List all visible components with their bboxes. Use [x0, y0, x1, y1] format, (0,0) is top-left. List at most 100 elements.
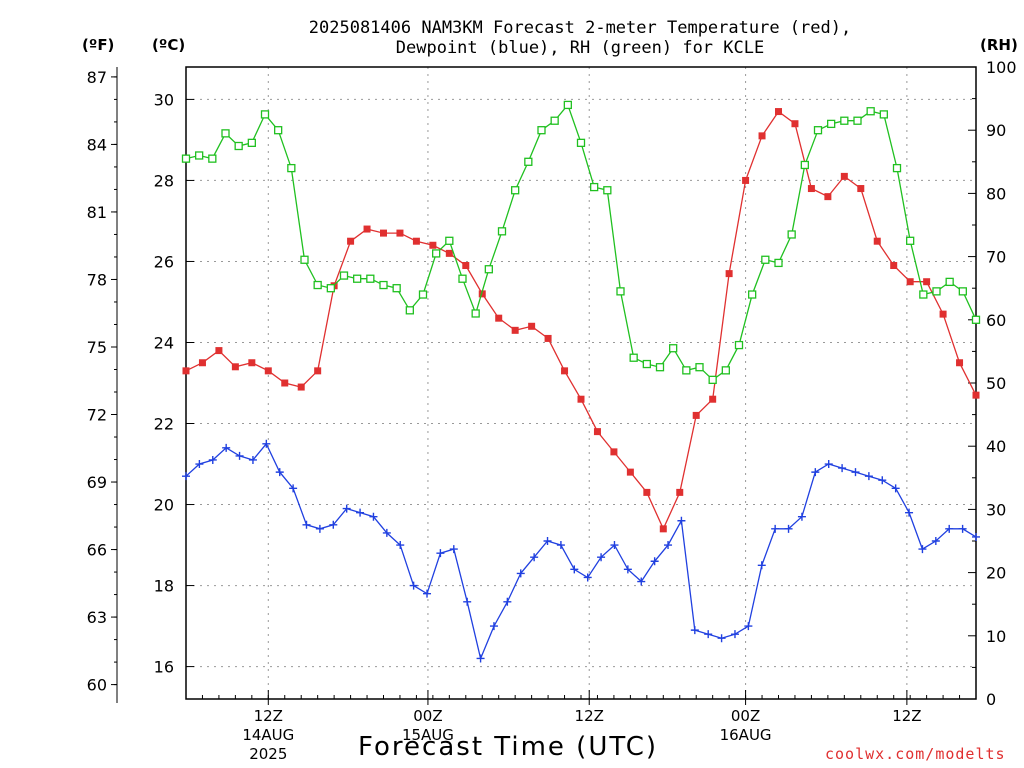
rh-point: [800, 160, 809, 170]
dewpoint-point: [503, 597, 512, 606]
temperature-point: [478, 290, 486, 298]
temperature-point: [972, 391, 980, 399]
x-tick-label: 00Z: [413, 707, 442, 725]
rh-point: [708, 375, 717, 384]
dewpoint-point: [931, 537, 940, 545]
temperature-point: [725, 270, 733, 278]
rh-point: [603, 186, 612, 195]
dewpoint-point: [610, 541, 619, 550]
temperature-point: [429, 241, 437, 249]
temperature-point: [264, 367, 272, 375]
temperature-point: [775, 108, 782, 116]
rh-point: [326, 284, 335, 293]
fahrenheit-tick-label: 69: [87, 473, 107, 492]
dewpoint-point: [449, 545, 458, 554]
dewpoint-point: [208, 455, 217, 464]
rh-point: [221, 129, 230, 138]
rh-tick-label: 40: [986, 437, 1006, 456]
rh-point: [853, 116, 862, 125]
rh-point: [879, 110, 888, 119]
rh-point: [458, 274, 467, 283]
dewpoint-point: [945, 524, 954, 533]
rh-point: [274, 126, 283, 135]
dewpoint-point: [275, 468, 284, 477]
chart-title-line1: 2025081406 NAM3KM Forecast 2-meter Tempe…: [308, 18, 852, 38]
rh-point: [616, 287, 625, 296]
dewpoint-point: [516, 569, 525, 578]
rh-tick-label: 90: [986, 121, 1006, 140]
rh-point: [932, 287, 941, 296]
temperature-point: [396, 229, 404, 237]
fahrenheit-tick-label: 72: [87, 406, 107, 425]
dewpoint-point: [717, 634, 726, 643]
temperature-point: [692, 411, 700, 419]
celsius-tick-label: 24: [154, 333, 174, 352]
temperature-point: [709, 395, 717, 403]
temperature-point: [857, 185, 865, 193]
dewpoint-point: [195, 460, 204, 469]
temperature-point: [281, 379, 289, 387]
rh-point: [721, 366, 730, 375]
rh-point: [774, 258, 783, 268]
fahrenheit-tick-label: 63: [87, 608, 107, 627]
dewpoint-point: [664, 541, 673, 550]
dewpoint-point: [382, 528, 391, 537]
rh-point: [208, 154, 217, 163]
rh-point: [418, 290, 428, 299]
temperature-point: [923, 278, 931, 286]
temperature-point: [561, 367, 569, 375]
dewpoint-point: [436, 549, 445, 558]
celsius-tick-label: 20: [154, 496, 174, 515]
rh-point: [195, 151, 204, 160]
series-dewpoint: [182, 439, 980, 663]
temperature-point: [626, 468, 634, 476]
temperature-point: [840, 172, 848, 180]
rh-point: [287, 163, 296, 173]
dewpoint-point: [476, 654, 485, 663]
temperature-point: [215, 347, 223, 355]
dewpoint-point: [329, 520, 338, 529]
temperature-point: [659, 525, 667, 533]
temperature-point: [347, 237, 355, 245]
rh-tick-label: 100: [986, 58, 1017, 77]
x-tick-label: 12Z: [575, 707, 604, 725]
fahrenheit-tick-label: 81: [87, 203, 107, 222]
temperature-point: [495, 314, 503, 322]
rh-point: [445, 236, 454, 245]
fahrenheit-tick-label: 84: [87, 135, 107, 154]
temperature-point: [314, 367, 322, 375]
rh-tick-label: 10: [986, 627, 1006, 646]
dewpoint-point: [315, 524, 324, 533]
dewpoint-point: [369, 512, 378, 521]
celsius-tick-label: 16: [154, 658, 174, 677]
dewpoint-point: [623, 565, 632, 574]
rh-point: [945, 277, 954, 287]
rh-point: [748, 290, 757, 299]
dewpoint-line: [185, 442, 977, 661]
dewpoint-point: [342, 504, 351, 513]
x-tick-label: 00Z: [731, 707, 760, 725]
celsius-tick-label: 28: [154, 171, 174, 190]
temperature-point: [412, 237, 420, 245]
temperature-point: [462, 262, 470, 270]
x-axis-label: Forecast Time (UTC): [358, 732, 659, 762]
celsius-tick-label: 22: [154, 415, 174, 434]
rh-point: [906, 236, 915, 245]
dewpoint-point: [677, 516, 686, 525]
rh-point: [563, 100, 572, 110]
rh-unit-label: (RH): [980, 36, 1018, 54]
rh-point: [958, 287, 967, 296]
x-tick-date-label: 14AUG: [242, 726, 294, 744]
dewpoint-point: [730, 630, 739, 639]
chart-title-line2: Dewpoint (blue), RH (green) for KCLE: [395, 38, 765, 58]
dewpoint-point: [650, 557, 659, 566]
rh-point: [405, 306, 414, 315]
dewpoint-point: [891, 484, 900, 493]
rh-point: [590, 182, 599, 192]
rh-point: [471, 309, 480, 318]
rh-point: [629, 353, 638, 362]
rh-point: [432, 249, 441, 258]
temperature-point: [873, 237, 881, 245]
rh-point: [497, 227, 507, 236]
rh-point: [866, 107, 875, 116]
